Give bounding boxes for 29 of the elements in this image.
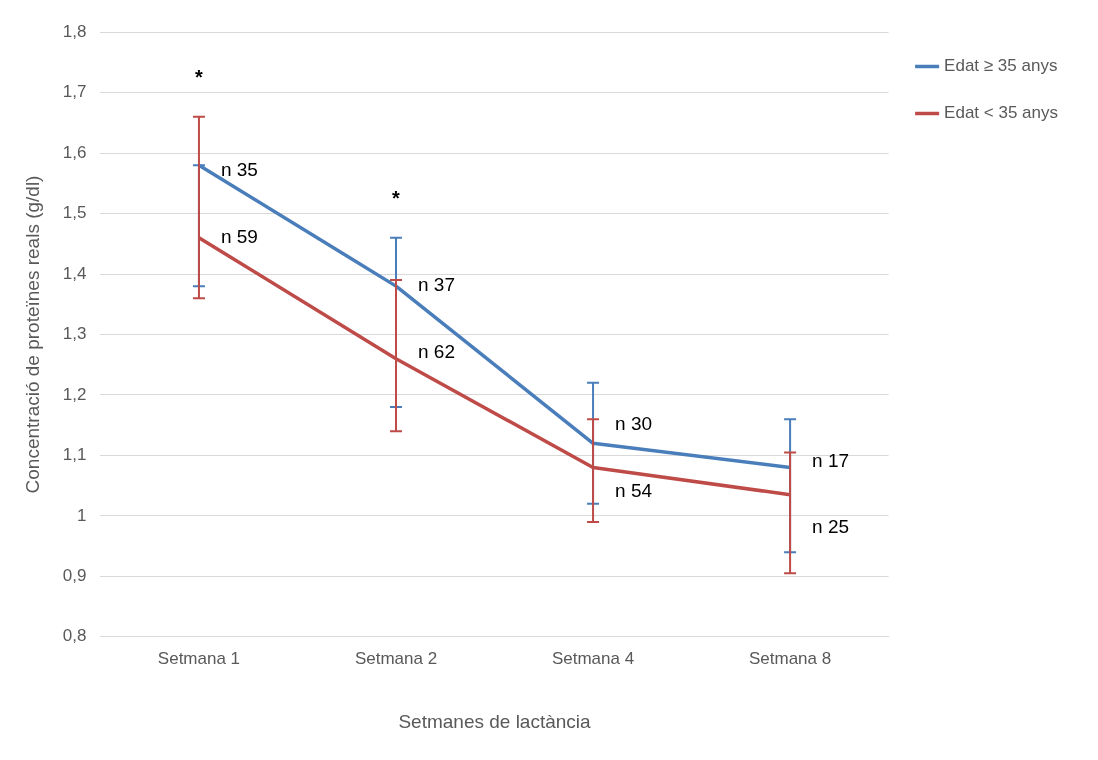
legend-label: Edat < 35 anys xyxy=(944,103,1058,123)
y-tick-label: 1,7 xyxy=(62,82,87,102)
y-tick-label: 1 xyxy=(76,505,87,525)
annotation: n 54 xyxy=(615,479,653,501)
y-tick-label: 0,8 xyxy=(62,626,87,646)
y-tick-label: 1,2 xyxy=(62,384,87,404)
annotation: n 62 xyxy=(418,340,455,362)
x-tick-label: Setmana 1 xyxy=(157,648,241,668)
annotation: n 37 xyxy=(418,274,455,296)
x-tick-label: Setmana 4 xyxy=(551,648,635,668)
y-tick-label: 1,1 xyxy=(62,445,87,465)
annotation: n 59 xyxy=(220,226,258,247)
annotation: n 35 xyxy=(220,159,258,181)
annotation: n 25 xyxy=(812,516,850,538)
x-axis-title: Setmanes de lactància xyxy=(398,710,592,732)
y-axis-title: Concentració de proteïnes reals (g/dl) xyxy=(21,175,43,494)
annotation: n 17 xyxy=(812,449,850,471)
y-tick-label: 1,6 xyxy=(62,142,87,162)
legend-label: Edat ≥ 35 anys xyxy=(944,56,1058,76)
x-tick-label: Setmana 8 xyxy=(748,648,832,668)
annotation: * xyxy=(392,187,401,210)
annotation: * xyxy=(195,66,204,89)
y-tick-label: 1,8 xyxy=(62,21,87,41)
y-tick-label: 1,3 xyxy=(62,324,87,344)
y-tick-label: 1,5 xyxy=(62,203,87,223)
y-tick-label: 1,4 xyxy=(62,263,87,283)
y-tick-label: 0,9 xyxy=(62,566,87,586)
annotation: n 30 xyxy=(615,413,653,435)
x-tick-label: Setmana 2 xyxy=(354,648,438,668)
